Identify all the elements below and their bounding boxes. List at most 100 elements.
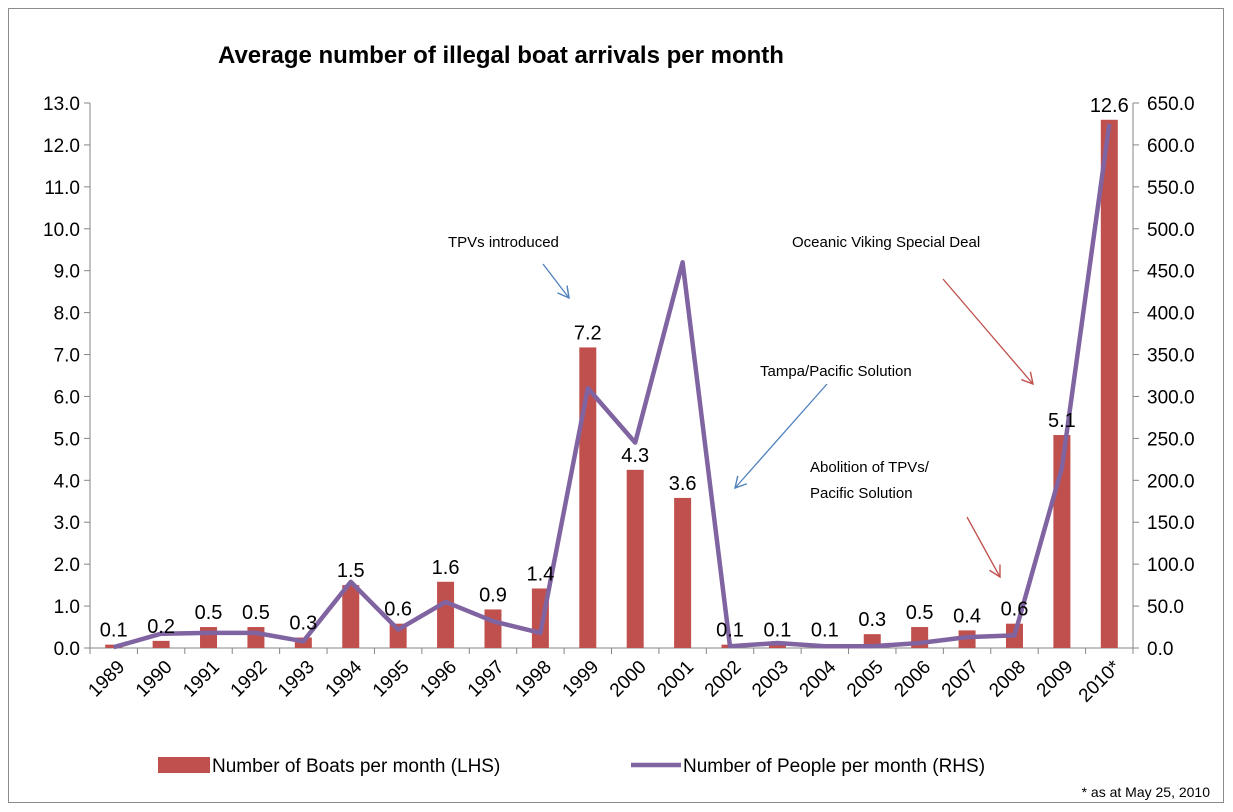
legend-line-label: Number of People per month (RHS) [683, 756, 985, 777]
left-tick-label: 8.0 [54, 304, 80, 325]
x-tick-label: 2007 [938, 657, 983, 702]
x-tick-label: 1997 [464, 657, 509, 702]
footnote: * as at May 25, 2010 [1082, 784, 1211, 800]
right-tick-label: 250.0 [1147, 429, 1195, 450]
x-tick-label: 2005 [843, 657, 888, 702]
left-tick-label: 7.0 [54, 346, 80, 367]
annotations: TPVs introduced Tampa/Pacific Solution Oce… [448, 234, 1034, 579]
chart-frame [8, 8, 1224, 803]
bar [484, 609, 502, 648]
legend-bar-label: Number of Boats per month (LHS) [212, 756, 500, 777]
right-tick-label: 350.0 [1147, 346, 1195, 367]
bar-data-label: 4.3 [621, 445, 649, 467]
data-labels: 0.1 0.2 0.5 0.5 0.3 1.5 0.6 1.6 0.9 1.4 7.2 4.3 3.6 0… [100, 95, 1129, 642]
x-tick-label: 1993 [274, 657, 319, 702]
right-tick-label: 450.0 [1147, 262, 1195, 283]
annotation-abolition-line2: Pacific Solution [810, 485, 913, 502]
annotation-tpvs-introduced: TPVs introduced [448, 234, 559, 251]
bar-data-label: 0.6 [1001, 599, 1029, 621]
left-tick-label: 5.0 [54, 429, 80, 450]
right-tick-label: 500.0 [1147, 220, 1195, 241]
left-tick-label: 13.0 [43, 94, 80, 115]
x-tick-label: 2002 [701, 657, 746, 702]
left-tick-label: 4.0 [54, 471, 80, 492]
left-tick-label: 2.0 [54, 555, 80, 576]
arrow-tampa [734, 383, 828, 490]
x-tick-label: 2010* [1075, 656, 1125, 706]
left-tick-label: 12.0 [43, 136, 80, 157]
bar-data-label: 0.1 [811, 620, 839, 642]
x-tick-label: 1991 [179, 657, 224, 702]
left-tick-label: 11.0 [44, 178, 80, 199]
bar-data-label: 12.6 [1090, 95, 1129, 117]
bar-data-label: 5.1 [1048, 410, 1076, 432]
left-tick-label: 0.0 [54, 639, 80, 660]
arrow-oceanic-viking [942, 278, 1034, 386]
x-tick-label: 2000 [606, 657, 651, 702]
people-line [113, 123, 1112, 650]
bar [200, 627, 218, 648]
legend: Number of Boats per month (LHS) Number of… [158, 756, 985, 777]
x-tick-label: 2006 [890, 657, 935, 702]
right-tick-label: 600.0 [1147, 136, 1195, 157]
annotation-oceanic-viking: Oceanic Viking Special Deal [792, 234, 980, 251]
arrow-abolition [966, 516, 1001, 579]
bar-data-label: 0.1 [764, 620, 792, 642]
x-tick-label: 1994 [322, 656, 367, 701]
x-tick-label: 1995 [369, 657, 414, 702]
x-tick-label: 1999 [559, 657, 604, 702]
legend-bar-swatch [158, 757, 210, 773]
annotation-abolition-line1: Abolition of TPVs/ [810, 459, 930, 476]
bar [579, 347, 597, 648]
right-tick-label: 0.0 [1147, 639, 1173, 660]
bar [674, 497, 692, 648]
x-tick-label: 2009 [1033, 657, 1078, 702]
right-tick-label: 150.0 [1147, 513, 1195, 534]
bar-data-label: 1.5 [337, 560, 365, 582]
right-tick-label: 550.0 [1147, 178, 1195, 199]
right-tick-label: 650.0 [1147, 94, 1195, 115]
bar-data-label: 7.2 [574, 322, 602, 344]
bar [626, 469, 644, 648]
bar-data-label: 0.5 [242, 602, 270, 624]
x-tick-label: 1992 [227, 657, 272, 702]
bar [247, 627, 265, 648]
x-tick-label: 2008 [985, 657, 1030, 702]
left-tick-label: 6.0 [54, 387, 80, 408]
annotation-tampa: Tampa/Pacific Solution [760, 363, 912, 380]
right-tick-label: 50.0 [1147, 597, 1184, 618]
right-tick-label: 300.0 [1147, 387, 1195, 408]
right-tick-label: 100.0 [1147, 555, 1195, 576]
bar-data-label: 0.3 [289, 613, 317, 635]
left-tick-label: 9.0 [54, 262, 80, 283]
bar [342, 585, 360, 648]
left-tick-label: 10.0 [43, 220, 80, 241]
bar [768, 644, 786, 648]
bar [389, 623, 407, 648]
x-tick-label: 1990 [132, 657, 177, 702]
chart-title: Average number of illegal boat arrivals … [218, 42, 784, 69]
bar-data-label: 0.3 [858, 609, 886, 631]
x-tick-label: 1989 [84, 657, 129, 702]
left-tick-label: 1.0 [54, 597, 80, 618]
bar-data-label: 0.2 [147, 616, 175, 638]
bar-data-label: 0.6 [384, 599, 412, 621]
bar-data-label: 3.6 [669, 473, 697, 495]
bar [437, 581, 455, 648]
arrow-tpvs-introduced [542, 263, 570, 300]
x-tick-label: 2003 [748, 657, 793, 702]
bar-data-label: 0.1 [100, 620, 128, 642]
right-tick-label: 400.0 [1147, 304, 1195, 325]
x-tick-label: 1998 [511, 657, 556, 702]
bar-data-label: 1.4 [526, 563, 554, 585]
x-tick-label: 1996 [416, 657, 461, 702]
bar-data-label: 1.6 [432, 557, 460, 579]
line-series [113, 123, 1112, 650]
bar-data-label: 0.4 [953, 605, 981, 627]
x-tick-label: 2004 [796, 656, 841, 701]
left-tick-label: 3.0 [54, 513, 80, 534]
bar-data-label: 0.1 [716, 620, 744, 642]
right-tick-label: 200.0 [1147, 471, 1195, 492]
x-tick-label: 2001 [653, 657, 698, 702]
